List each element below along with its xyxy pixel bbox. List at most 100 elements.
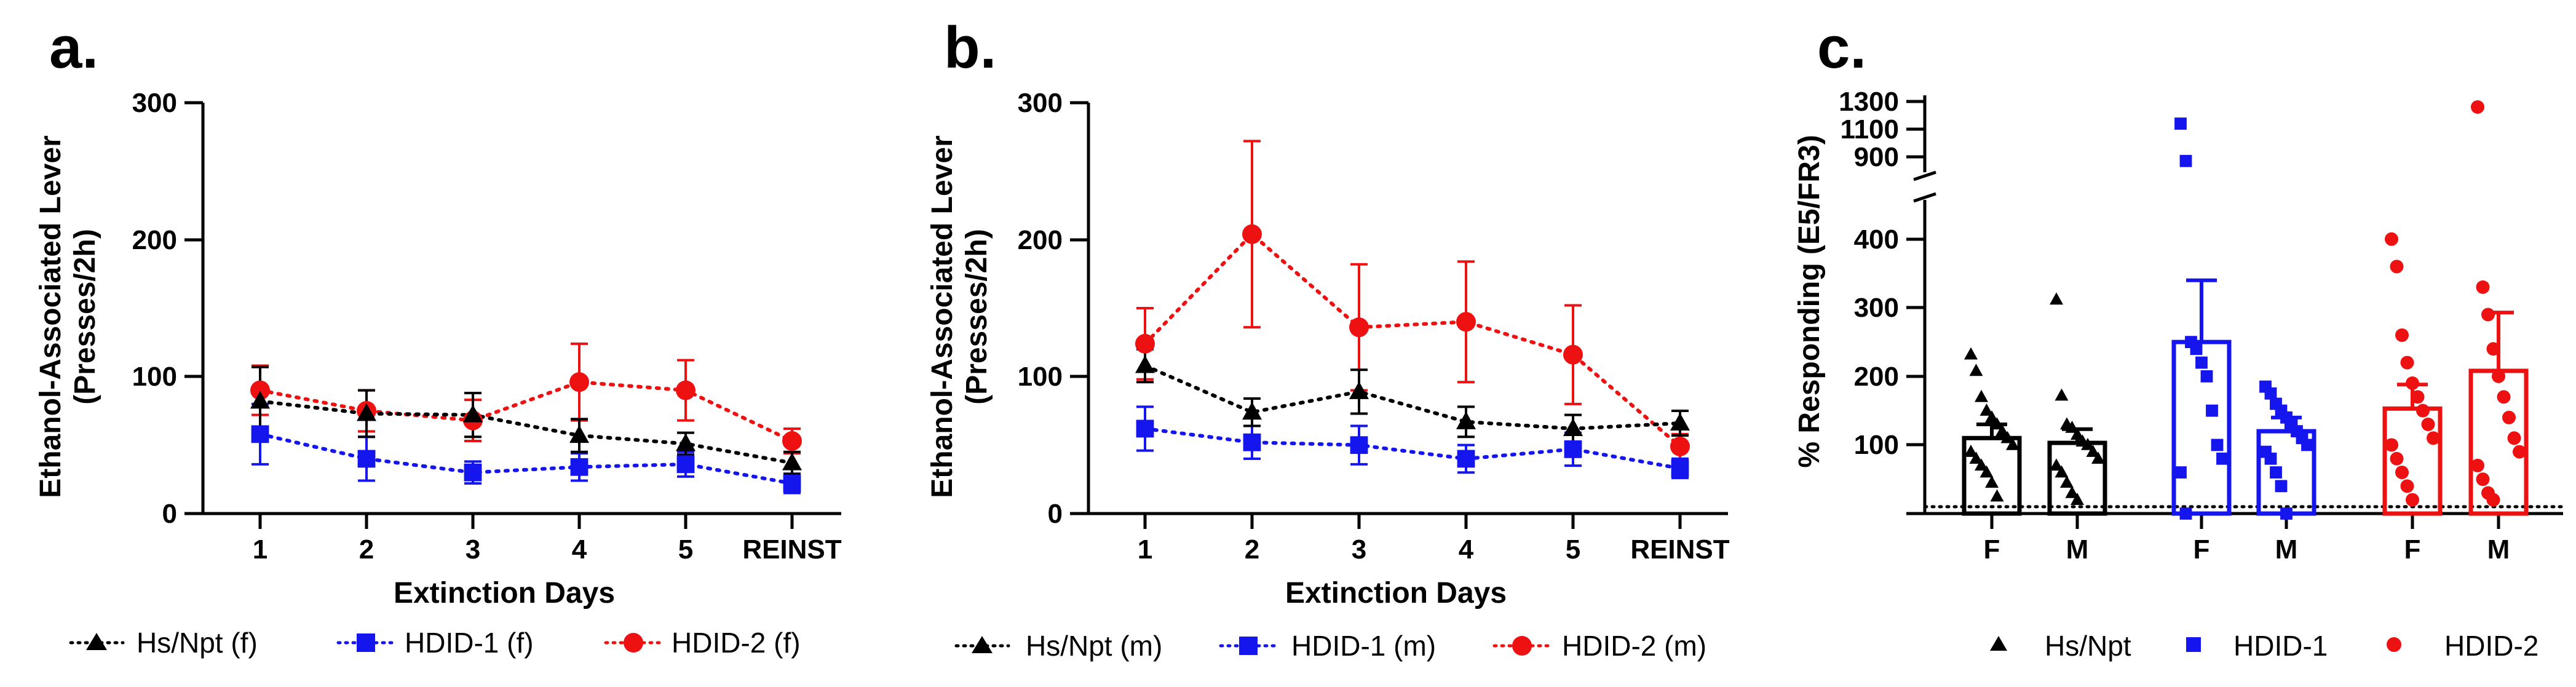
b-data-point xyxy=(1136,419,1154,438)
panel-a-legend-item-hs-npt: Hs/Npt (f) xyxy=(69,627,258,659)
panel-a-xtick-3: 3 xyxy=(466,534,480,565)
c-data-point xyxy=(2390,260,2404,274)
c-data-point xyxy=(2513,445,2526,459)
panel-a-ytick-100: 100 xyxy=(132,362,177,392)
c-data-point xyxy=(2416,403,2430,418)
a-series-line-0 xyxy=(258,399,794,465)
c-data-point xyxy=(2050,292,2063,305)
panel-c-xtick-hdid2-f: F xyxy=(2404,534,2421,565)
c-data-point xyxy=(2471,100,2484,114)
c-data-point xyxy=(2400,355,2414,370)
a-data-point xyxy=(570,458,589,476)
c-data-point xyxy=(2060,475,2074,488)
panel-b-letter: b. xyxy=(944,15,996,81)
b-data-point xyxy=(1670,436,1690,456)
triangle-marker-icon xyxy=(972,636,993,653)
b-data-point xyxy=(1671,459,1689,477)
panel-a-xtick-5: 5 xyxy=(678,534,693,565)
panel-c-legend-item-hdid2: HDID-2 xyxy=(2387,630,2538,662)
b-data-point xyxy=(1456,411,1476,429)
circle-marker-icon xyxy=(2387,637,2401,652)
panel-b-xtick-3: 3 xyxy=(1352,534,1366,565)
a-data-point xyxy=(250,380,270,400)
a-data-point xyxy=(357,403,376,421)
c-data-point xyxy=(2179,507,2192,520)
b-data-point xyxy=(1563,418,1583,436)
panel-a-x-axis: 1 2 3 4 5 REINST Extinction Days xyxy=(203,512,842,610)
b-data-point xyxy=(1349,381,1369,399)
a-data-point xyxy=(676,380,696,400)
panel-c-legend-item-hs-npt: Hs/Npt xyxy=(1990,630,2131,662)
circle-marker-icon xyxy=(624,633,643,653)
panel-c-ytick-900: 900 xyxy=(1854,142,1899,172)
square-marker-icon xyxy=(1239,637,1258,655)
c-data-point xyxy=(2206,404,2218,417)
c-data-point xyxy=(2000,431,2015,443)
c-data-point xyxy=(2497,390,2511,404)
c-data-point xyxy=(1985,475,1999,488)
c-data-point xyxy=(2200,370,2213,383)
panel-c-ytick-1100: 1100 xyxy=(1841,114,1899,145)
c-data-point xyxy=(2071,427,2084,440)
a-data-point xyxy=(569,425,589,443)
c-data-point xyxy=(2492,369,2505,383)
panel-a-xtick-reinst: REINST xyxy=(742,534,841,565)
b-data-point xyxy=(1135,355,1155,373)
c-data-point xyxy=(2174,117,2187,130)
panel-a-xlabel: Extinction Days xyxy=(394,577,615,610)
c-data-point xyxy=(2055,388,2069,401)
panel-b-x-axis: 1 2 3 4 5 REINST Extinction Days xyxy=(1088,512,1730,610)
c-data-point xyxy=(2390,451,2404,466)
c-data-point xyxy=(1975,389,1988,402)
panel-b-legend-label-hdid2: HDID-2 (m) xyxy=(1562,630,1706,662)
panel-c-legend: Hs/Npt HDID-1 HDID-2 xyxy=(1990,630,2538,662)
a-data-point xyxy=(569,372,589,392)
a-series-line-1 xyxy=(258,432,794,486)
c-data-point xyxy=(1980,403,1994,416)
c-data-point xyxy=(2400,479,2414,493)
panel-a-legend-label-hdid1: HDID-1 (f) xyxy=(405,627,534,659)
panel-b-ytick-300: 300 xyxy=(1018,88,1063,118)
c-data-point xyxy=(2406,376,2419,391)
panel-b-y-axis: 0 100 200 300 xyxy=(1018,88,1090,529)
a-data-point xyxy=(782,452,802,471)
c-data-point xyxy=(1964,347,1978,360)
panel-a-ylabel-line2: (Presses/2h) xyxy=(69,229,101,405)
b-data-point xyxy=(1456,312,1476,332)
c-data-point xyxy=(1995,424,2009,437)
b-data-point xyxy=(1135,333,1155,354)
c-data-point xyxy=(2507,431,2521,445)
c-data-point xyxy=(1980,465,1994,478)
panel-b-xtick-4: 4 xyxy=(1459,534,1474,565)
square-marker-icon xyxy=(357,633,375,652)
panel-b-ylabel-line1: Ethanol-Associated Lever xyxy=(926,135,959,498)
panel-b-xtick-5: 5 xyxy=(1566,534,1580,565)
panel-a-y-axis: 0 100 200 300 xyxy=(132,88,205,529)
b-series-line-2 xyxy=(1143,231,1682,448)
c-data-point xyxy=(2264,452,2277,465)
c-data-point xyxy=(2081,437,2094,450)
panel-b-ytick-0: 0 xyxy=(1048,499,1063,529)
panel-c-ytick-400: 400 xyxy=(1854,224,1899,255)
panel-b-xtick-1: 1 xyxy=(1138,534,1152,565)
panel-c-legend-label-hdid1: HDID-1 xyxy=(2233,630,2328,662)
panel-c-xtick-hs-f: F xyxy=(1984,534,2000,565)
panel-a-ylabel-line1: Ethanol-Associated Lever xyxy=(34,135,67,498)
c-data-point xyxy=(2264,387,2277,400)
c-data-point xyxy=(2179,154,2192,167)
c-data-point xyxy=(2050,458,2063,471)
panel-c-xtick-hdid2-m: M xyxy=(2487,534,2510,565)
panel-b-ytick-100: 100 xyxy=(1018,362,1063,392)
panel-a-legend: Hs/Npt (f) HDID-1 (f) HDID-2 (f) xyxy=(69,627,801,659)
panel-b-xtick-2: 2 xyxy=(1245,534,1259,565)
c-data-point xyxy=(1969,451,1983,464)
c-data-point xyxy=(2216,452,2229,465)
panel-a-xtick-2: 2 xyxy=(359,534,374,565)
panel-c-legend-label-hs-npt: Hs/Npt xyxy=(2045,630,2131,662)
c-data-point xyxy=(1964,445,1978,457)
panel-b-plot-area xyxy=(1135,140,1690,480)
c-data-point xyxy=(2395,328,2409,342)
c-data-point xyxy=(2270,466,2282,479)
c-data-point xyxy=(2476,280,2490,294)
